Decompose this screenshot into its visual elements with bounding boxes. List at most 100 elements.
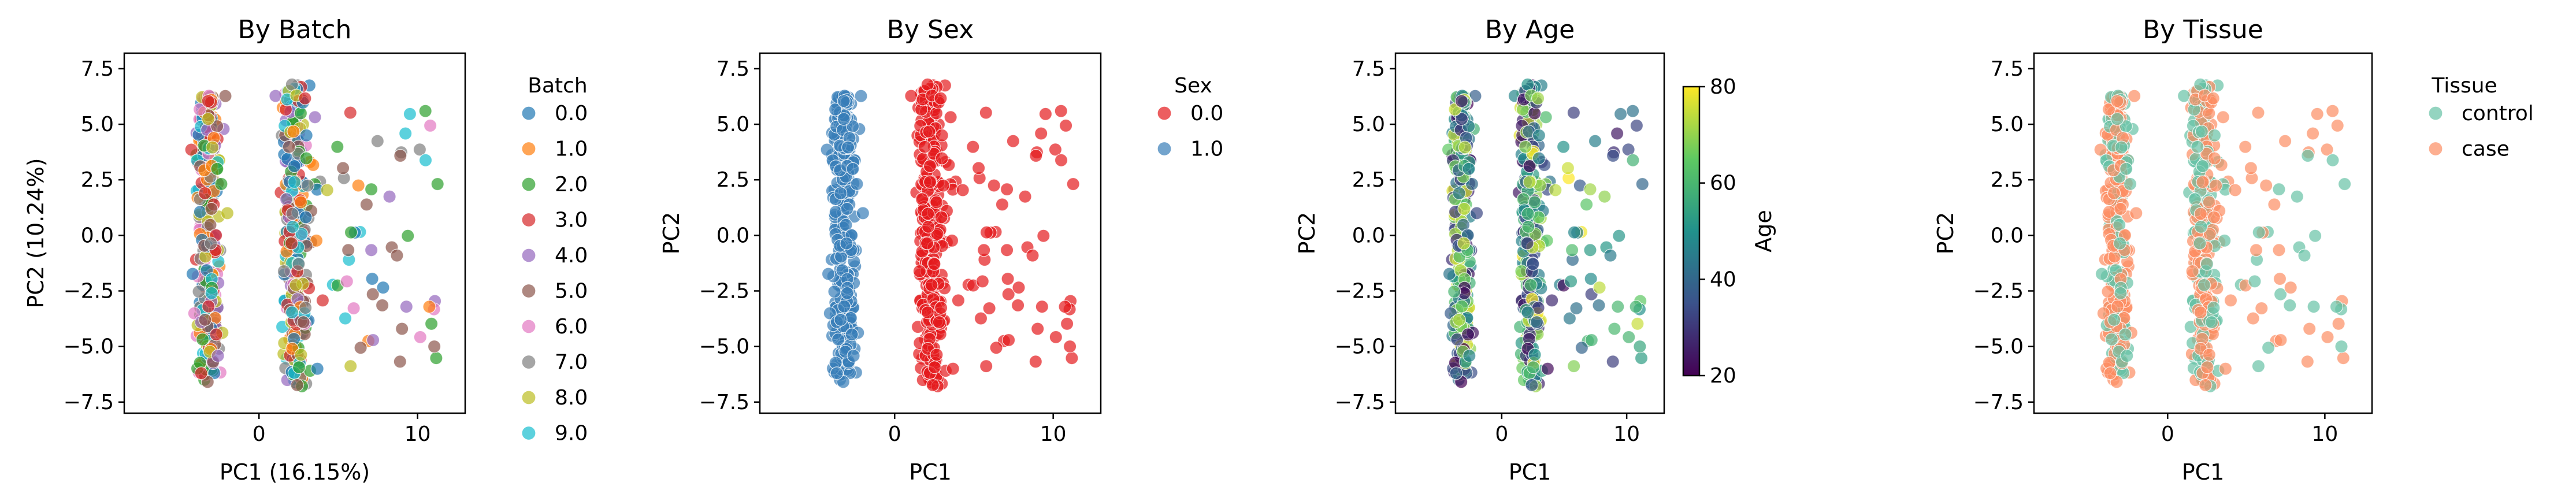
y-tick-label: 7.5 xyxy=(81,57,114,81)
data-point xyxy=(944,110,957,124)
data-point xyxy=(2338,177,2352,191)
data-point xyxy=(918,140,931,154)
x-tick-label: 10 xyxy=(404,422,431,446)
data-point xyxy=(1470,206,1484,220)
data-point xyxy=(2326,153,2340,167)
data-point xyxy=(923,175,937,189)
legend-title: Sex xyxy=(1174,74,1212,98)
data-point xyxy=(2259,179,2273,192)
data-point xyxy=(989,341,1003,355)
data-point xyxy=(209,328,223,342)
data-point xyxy=(1612,229,1626,243)
data-point xyxy=(2308,229,2322,243)
data-point xyxy=(220,206,234,220)
data-point xyxy=(920,305,935,320)
data-point xyxy=(2284,281,2297,295)
data-point xyxy=(287,159,301,173)
data-point xyxy=(2194,220,2208,233)
data-point xyxy=(1034,127,1048,140)
data-point xyxy=(2128,89,2141,103)
y-tick-label: 2.5 xyxy=(717,168,749,192)
data-point xyxy=(2207,151,2221,165)
data-point xyxy=(930,348,944,362)
data-point xyxy=(1066,177,1080,191)
colorbar-frame xyxy=(1682,86,1701,377)
data-point xyxy=(2251,359,2265,373)
x-axis-label: PC1 xyxy=(1509,459,1551,485)
y-tick-label: 2.5 xyxy=(1352,168,1385,192)
data-point xyxy=(287,125,300,139)
data-point xyxy=(1521,220,1535,233)
data-point xyxy=(1530,315,1544,329)
data-point xyxy=(2334,339,2348,354)
legend-marker xyxy=(521,390,536,405)
data-point xyxy=(2303,322,2317,336)
data-point xyxy=(2216,110,2230,124)
data-point xyxy=(299,210,313,224)
scatter-points xyxy=(820,77,1080,394)
data-point xyxy=(205,286,218,300)
data-point xyxy=(921,220,936,233)
legend-marker xyxy=(521,177,536,192)
data-point xyxy=(2329,300,2344,314)
data-point xyxy=(1018,190,1032,203)
data-point xyxy=(2272,243,2286,257)
legend-entry-label: 0.0 xyxy=(555,102,588,125)
legend-entry-label: 4.0 xyxy=(555,244,588,268)
data-point xyxy=(847,349,860,363)
data-point xyxy=(1029,149,1043,163)
data-point xyxy=(399,127,413,140)
data-point xyxy=(2218,362,2232,376)
data-point xyxy=(429,351,443,365)
data-point xyxy=(340,274,354,288)
x-tick-label: 0 xyxy=(253,422,266,446)
panel-2: −7.5 −5.0 −2.5 0.0 2.5 5.0 7.5 0 10 By Sex PC1 PC2 S… xyxy=(659,15,1223,485)
legend-marker xyxy=(521,283,536,299)
data-point xyxy=(2326,104,2340,118)
data-point xyxy=(204,236,218,250)
data-point xyxy=(390,248,404,262)
data-point xyxy=(829,205,842,219)
data-point xyxy=(285,207,299,221)
data-point xyxy=(2202,195,2216,209)
data-point xyxy=(828,102,842,116)
x-tick-label: 10 xyxy=(2311,422,2338,446)
data-point xyxy=(2307,300,2321,314)
data-point xyxy=(2196,159,2210,173)
data-point xyxy=(979,359,993,373)
legend-entry-label: 7.0 xyxy=(555,351,588,374)
legend-marker xyxy=(521,319,536,334)
data-point xyxy=(193,102,207,116)
data-point xyxy=(192,285,206,299)
data-point xyxy=(840,236,853,250)
data-point xyxy=(932,315,946,329)
data-point xyxy=(923,159,937,173)
data-point xyxy=(1035,300,1049,314)
data-point xyxy=(1521,207,1535,221)
legend: Sex 0.0 1.0 xyxy=(1157,74,1223,161)
y-tick-label: −5.0 xyxy=(1973,335,2024,359)
data-point xyxy=(1603,248,1617,262)
data-point xyxy=(343,106,357,120)
data-point xyxy=(2249,243,2263,257)
data-point xyxy=(193,205,207,219)
data-point xyxy=(300,179,314,192)
data-point xyxy=(1575,341,1588,355)
data-point xyxy=(292,360,306,374)
data-point xyxy=(995,198,1009,211)
data-point xyxy=(920,236,934,250)
data-point xyxy=(401,229,415,243)
data-point xyxy=(2274,287,2288,301)
data-point xyxy=(935,151,949,165)
data-point xyxy=(383,190,396,203)
data-point xyxy=(2209,179,2223,192)
data-point xyxy=(1526,360,1540,374)
data-point xyxy=(1526,257,1540,271)
data-point xyxy=(1567,225,1581,239)
data-point xyxy=(315,294,330,307)
data-point xyxy=(1532,151,1546,165)
data-point xyxy=(295,227,309,241)
data-point xyxy=(925,278,938,292)
data-point xyxy=(2113,236,2127,250)
data-point xyxy=(2123,177,2137,191)
